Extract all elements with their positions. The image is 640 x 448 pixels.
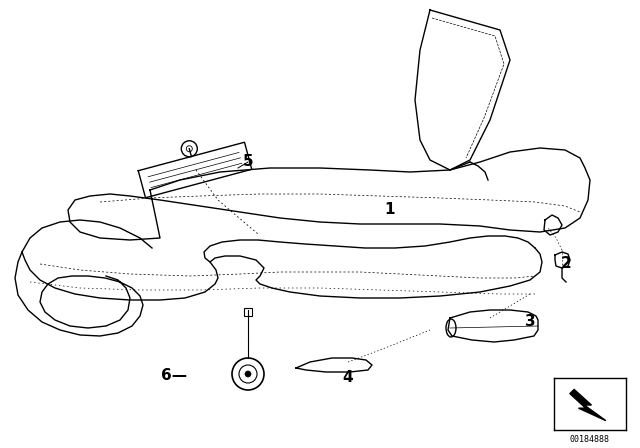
- Text: 4: 4: [342, 370, 353, 385]
- Text: 1: 1: [385, 202, 396, 217]
- Text: 6—: 6—: [161, 367, 187, 383]
- Text: 2: 2: [561, 255, 572, 271]
- Text: 5: 5: [243, 155, 253, 169]
- Text: 00184888: 00184888: [570, 435, 610, 444]
- Bar: [244, 308, 252, 316]
- Polygon shape: [570, 389, 606, 421]
- Circle shape: [245, 371, 251, 377]
- Text: 3: 3: [525, 314, 535, 329]
